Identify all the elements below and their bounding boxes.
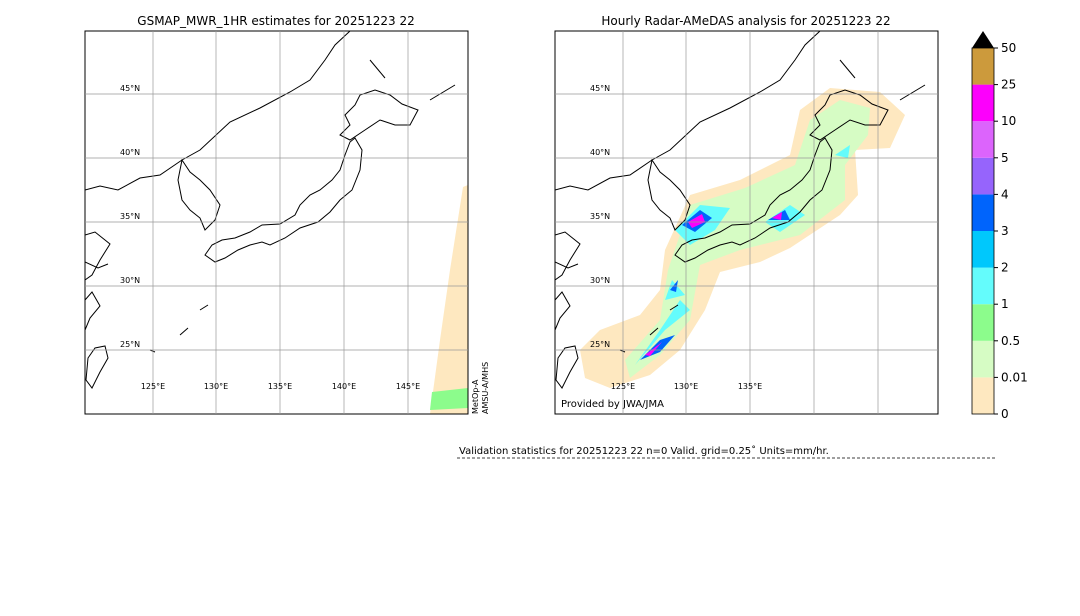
colorbar-segment xyxy=(972,377,994,414)
lat-label: 25°N xyxy=(590,340,610,349)
colorbar-segment xyxy=(972,157,994,195)
lat-label: 35°N xyxy=(120,212,140,221)
lat-label: 40°N xyxy=(590,148,610,157)
colorbar-label: 0.5 xyxy=(1001,334,1020,348)
rain-field xyxy=(555,31,926,389)
colorbar-segment xyxy=(972,304,994,341)
lon-label: 130°E xyxy=(674,382,698,391)
lat-label: 30°N xyxy=(590,276,610,285)
lat-label: 45°N xyxy=(120,84,140,93)
right-map: Hourly Radar-AMeDAS analysis for 2025122… xyxy=(554,14,939,415)
lon-label: 125°E xyxy=(141,382,165,391)
colorbar: 0 0.01 0.5 1 2 3 4 5 10 25 50 xyxy=(971,31,1028,421)
map-frame xyxy=(554,30,939,415)
colorbar-label: 10 xyxy=(1001,114,1016,128)
colorbar-segment xyxy=(972,121,994,158)
colorbar-label: 4 xyxy=(1001,187,1009,201)
lon-label: 135°E xyxy=(738,382,762,391)
lon-label: 145°E xyxy=(396,382,420,391)
colorbar-segment xyxy=(972,340,994,378)
map-frame xyxy=(84,30,469,415)
lat-label: 40°N xyxy=(120,148,140,157)
lon-label: 125°E xyxy=(611,382,635,391)
validation-text: Validation statistics for 20251223 22 n=… xyxy=(459,445,829,457)
lat-label: 25°N xyxy=(120,340,140,349)
colorbar-label: 5 xyxy=(1001,151,1009,165)
satellite-label: MetOp-A xyxy=(471,379,480,414)
colorbar-label: 0 xyxy=(1001,407,1009,421)
colorbar-label: 3 xyxy=(1001,224,1009,238)
credit: Provided by JWA/JMA xyxy=(561,399,664,410)
map-title: Hourly Radar-AMeDAS analysis for 2025122… xyxy=(601,14,890,28)
colorbar-label: 25 xyxy=(1001,78,1016,92)
lon-label: 130°E xyxy=(204,382,228,391)
map-title: GSMAP_MWR_1HR estimates for 20251223 22 xyxy=(137,14,414,28)
lat-label: 45°N xyxy=(590,84,610,93)
lon-label: 135°E xyxy=(268,382,292,391)
colorbar-segment xyxy=(972,48,994,85)
colorbar-label: 50 xyxy=(1001,41,1016,55)
colorbar-segment xyxy=(972,267,994,305)
colorbar-segment xyxy=(972,84,994,122)
lat-label: 35°N xyxy=(590,212,610,221)
lat-label: 30°N xyxy=(120,276,140,285)
colorbar-extend xyxy=(972,31,994,48)
rain-area xyxy=(430,185,468,414)
colorbar-label: 2 xyxy=(1001,261,1009,275)
lon-label: 140°E xyxy=(332,382,356,391)
colorbar-label: 0.01 xyxy=(1001,370,1028,384)
colorbar-label: 1 xyxy=(1001,297,1009,311)
satellite-label: AMSU-A/MHS xyxy=(481,362,490,414)
left-map: GSMAP_MWR_1HR estimates for 20251223 22 … xyxy=(84,14,490,415)
colorbar-segment xyxy=(972,231,994,268)
colorbar-segment xyxy=(972,194,994,231)
rain-area xyxy=(430,388,468,410)
